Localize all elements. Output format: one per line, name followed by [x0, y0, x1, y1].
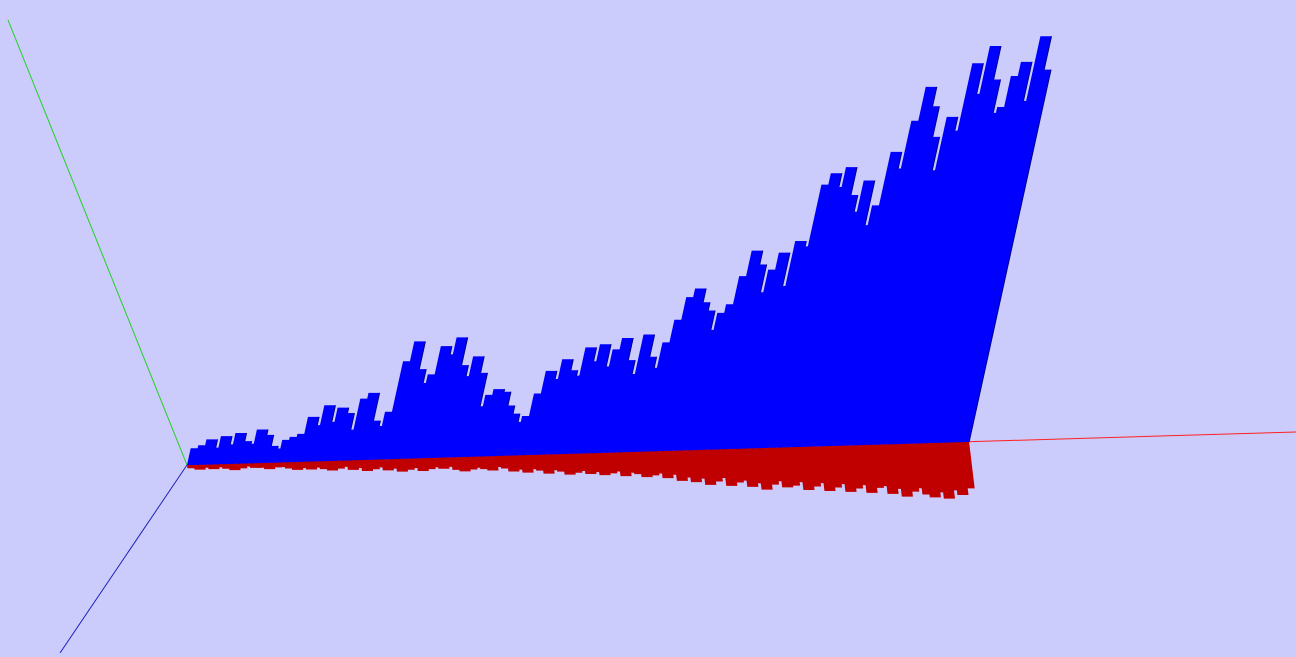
top-bar: [256, 434, 274, 463]
top-series-group: [187, 36, 1052, 466]
top-bar: [457, 372, 488, 457]
top-bar: [312, 405, 336, 462]
top-bar: [353, 392, 380, 461]
top-bar-edge: [968, 69, 1052, 443]
axis-y-line: [7, 19, 188, 466]
bottom-series-group: [187, 442, 975, 499]
axis-z-line: [59, 464, 188, 654]
top-bar: [214, 436, 233, 465]
bottom-bar: [958, 442, 975, 489]
top-bar: [228, 432, 247, 464]
top-bar: [332, 413, 355, 461]
top-bar: [958, 69, 1052, 442]
